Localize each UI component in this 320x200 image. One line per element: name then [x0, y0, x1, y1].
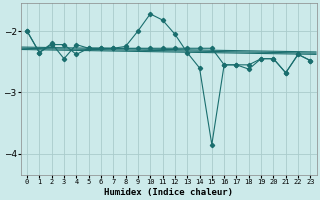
X-axis label: Humidex (Indice chaleur): Humidex (Indice chaleur) [104, 188, 233, 197]
